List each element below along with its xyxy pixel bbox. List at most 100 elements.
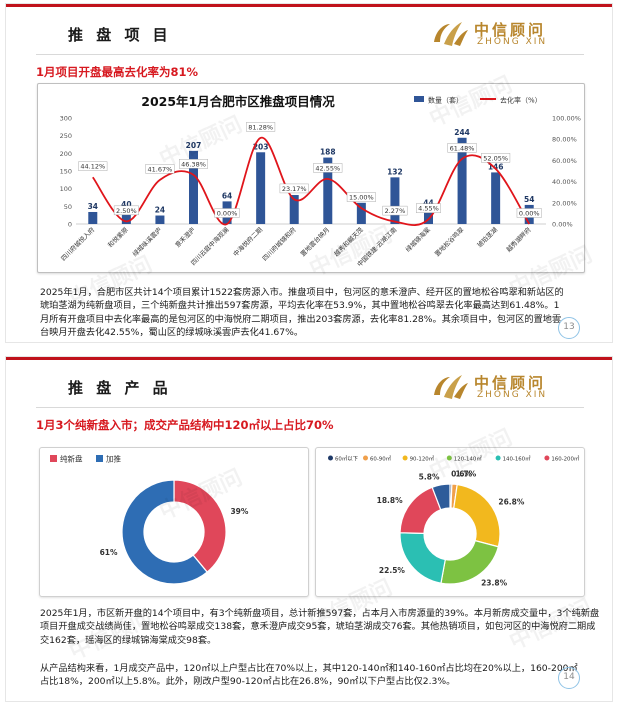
x-tick-label: 绿城咏溪雲庐 bbox=[130, 225, 163, 258]
y-left-tick-label: 100 bbox=[60, 185, 72, 193]
y-right-tick-label: 0.00% bbox=[552, 221, 573, 229]
legend-swatch bbox=[328, 455, 333, 461]
legend-swatch bbox=[544, 455, 550, 461]
bar bbox=[457, 137, 467, 224]
line-value-label: 2.27% bbox=[385, 207, 406, 215]
x-tick-label: 置地松谷鸣翠 bbox=[432, 225, 465, 258]
line-value-label: 81.28% bbox=[248, 123, 273, 131]
bar-value-label: 207 bbox=[186, 141, 202, 150]
legend-label: 加推 bbox=[106, 454, 121, 464]
donut-slice bbox=[453, 483, 501, 548]
legend-label: 160-200㎡ bbox=[551, 455, 580, 463]
bar bbox=[121, 209, 131, 224]
line-value-label-box bbox=[447, 143, 477, 153]
line-value-label-box bbox=[113, 205, 139, 216]
line-value-label: 15.00% bbox=[349, 194, 374, 202]
x-tick-label: 意禾澄庐 bbox=[173, 225, 197, 249]
y-right-tick-label: 80.00% bbox=[552, 136, 577, 144]
header-accent-bar bbox=[6, 4, 612, 7]
legend-label: 纯新盘 bbox=[60, 454, 83, 464]
legend-label-bar: 数量（套） bbox=[428, 96, 463, 105]
x-tick-label: 四川府城锦和府 bbox=[260, 225, 298, 263]
bar-value-label: 64 bbox=[222, 191, 232, 200]
bar-value-label: 146 bbox=[488, 162, 504, 171]
line-value-label: 41.67% bbox=[148, 165, 173, 173]
donut-slice bbox=[121, 479, 208, 585]
line-value-label-box bbox=[346, 192, 376, 202]
legend-label: 120-140㎡ bbox=[454, 455, 483, 463]
line-value-label: 4.55% bbox=[418, 205, 439, 213]
line-value-label: 23.17% bbox=[282, 185, 307, 193]
bar bbox=[491, 172, 501, 224]
slice-value-label: 1.7% bbox=[455, 470, 476, 479]
y-left-tick-label: 150 bbox=[60, 168, 72, 176]
legend-label: 90-120㎡ bbox=[410, 455, 435, 463]
brand-logo-icon bbox=[434, 375, 468, 399]
section-title: 推 盘 项 目 bbox=[68, 26, 172, 44]
header-divider bbox=[36, 54, 584, 55]
series-line-sell-through bbox=[92, 136, 530, 226]
bar-value-label: 188 bbox=[320, 148, 336, 157]
line-value-label: 0.00% bbox=[217, 210, 238, 218]
line-value-label-box bbox=[481, 153, 511, 163]
legend-swatch bbox=[402, 455, 408, 461]
unit-size-donut-chart: 0.6%1.7% 26.8% 23.8% 22.5% 18.8% 5.8% 60㎡以下 60-… bbox=[328, 455, 612, 587]
header-divider bbox=[36, 407, 584, 408]
donut-slice bbox=[399, 532, 446, 584]
bar bbox=[323, 157, 333, 224]
brand-name-en: ZHONG XIN bbox=[477, 37, 548, 47]
line-value-label: 42.55% bbox=[315, 164, 340, 172]
line-value-label-box bbox=[145, 164, 175, 174]
new-vs-readd-donut-chart: 39% 61% 纯新盘 加推 bbox=[50, 454, 249, 585]
x-tick-label: 绿城锦海棠 bbox=[403, 225, 432, 254]
push-projects-chart-panel: 2025年1月合肥市区推盘项目情况 数量（套） 去化率（%） 0 50 100 150 200… bbox=[37, 83, 585, 273]
new-vs-readd-donut-panel: 39% 61% 纯新盘 加推 bbox=[39, 447, 309, 597]
line-value-label-box bbox=[214, 208, 240, 218]
legend-swatch-bar bbox=[414, 96, 424, 102]
slide-headline: 1月3个纯新盘入市；成交产品结构中120㎡以上占比70% bbox=[36, 418, 334, 432]
x-tick-label: 置地雲台映月 bbox=[298, 225, 331, 258]
slide-push-products: 推 盘 产 品 中信顾问 ZHONG XIN 1月3个纯新盘入市；成交产品结构中… bbox=[5, 356, 613, 702]
bar bbox=[356, 202, 366, 224]
bar bbox=[88, 211, 98, 224]
donut-slice bbox=[173, 479, 227, 573]
y-left-tick-label: 200 bbox=[60, 150, 72, 158]
line-value-label-box bbox=[382, 205, 408, 216]
x-tick-label: 越秀和樾天茂 bbox=[332, 225, 366, 259]
brand-name-cn: 中信顾问 bbox=[474, 21, 547, 39]
slice-value-label: 61% bbox=[100, 548, 118, 557]
y-right-tick-label: 20.00% bbox=[552, 199, 577, 207]
legend-swatch bbox=[446, 455, 452, 461]
unit-size-donut-panel: 0.6% 1.7% 26.8% 23.8% 22.5% 18.8% 5.8% 60㎡以下 60-… bbox=[315, 447, 612, 597]
slide-body-text-2: 从产品结构来看，1月成交产品中，120㎡以上户型占比在70%以上，其中120-1… bbox=[40, 663, 578, 688]
x-tick-label: 四川府城悦入府 bbox=[59, 225, 97, 263]
legend-swatch bbox=[50, 455, 57, 462]
slide-push-projects: 推 盘 项 目 中信顾问 ZHONG XIN 1月项目开盘最高去化率为81% 2… bbox=[5, 3, 613, 343]
slice-value-label: 22.5% bbox=[379, 566, 406, 575]
bar-value-label: 24 bbox=[155, 206, 165, 215]
brand-logo: 中信顾问 ZHONG XIN bbox=[428, 16, 568, 50]
brand-logo-icon bbox=[434, 22, 468, 46]
slide-header: 推 盘 项 目 中信顾问 ZHONG XIN bbox=[6, 4, 612, 56]
donut-slice bbox=[431, 483, 451, 511]
bar bbox=[289, 195, 299, 224]
y-right-tick-label: 40.00% bbox=[552, 178, 577, 186]
x-tick-label: 和悦紫原 bbox=[106, 225, 130, 249]
page-number: 13 bbox=[558, 317, 580, 339]
y-left-tick-label: 250 bbox=[60, 132, 72, 140]
y-left-tick-label: 0 bbox=[68, 221, 72, 229]
legend-swatch bbox=[495, 455, 501, 461]
brand-name-cn: 中信顾问 bbox=[474, 374, 547, 392]
line-value-label-box bbox=[178, 159, 208, 169]
legend-label: 60-90㎡ bbox=[370, 455, 392, 463]
bar bbox=[155, 215, 165, 224]
line-value-label-box bbox=[246, 122, 276, 132]
bar bbox=[189, 150, 198, 224]
bar bbox=[390, 177, 400, 224]
slice-value-label: 39% bbox=[230, 507, 248, 516]
line-value-label: 2.50% bbox=[116, 207, 137, 215]
x-tick-label: 越秀湖畔府 bbox=[504, 225, 533, 254]
push-projects-chart: 2025年1月合肥市区推盘项目情况 数量（套） 去化率（%） 0 50 100 150 200… bbox=[59, 94, 581, 268]
bar-value-label: 203 bbox=[253, 142, 269, 151]
chart-title: 2025年1月合肥市区推盘项目情况 bbox=[141, 94, 335, 109]
